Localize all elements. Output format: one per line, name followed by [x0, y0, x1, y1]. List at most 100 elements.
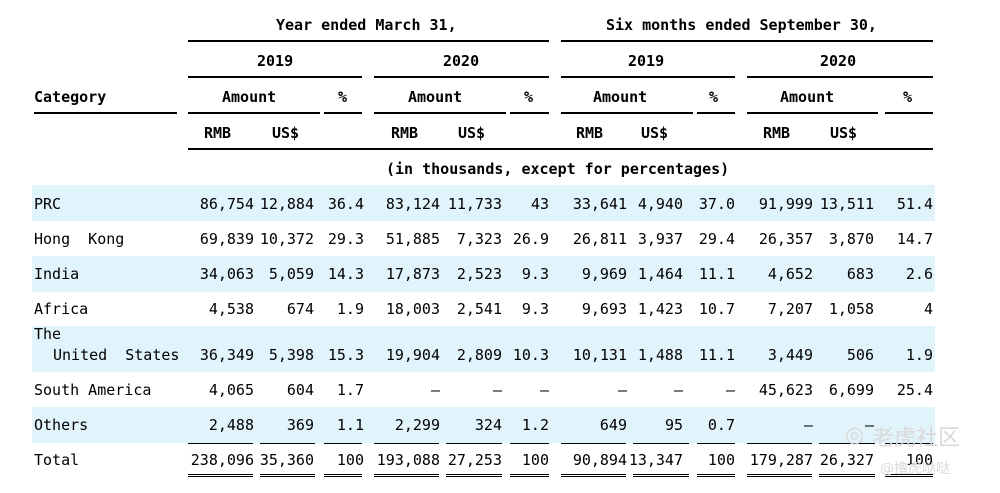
cell-rmb-2020-fy: 19,904 [385, 346, 440, 364]
header-rmb-3: RMB [576, 124, 604, 142]
cell-rmb-2020-6m: 3,449 [767, 346, 813, 364]
cell-rmb-2019-6m: 33,641 [572, 195, 627, 213]
cell-pct-2019-6m: 29.4 [698, 230, 735, 248]
cell-pct-2019-fy: 100 [336, 451, 364, 469]
header-group-six-months: Six months ended September 30, [606, 16, 877, 34]
cell-rmb-2020-6m: 26,357 [758, 230, 813, 248]
cell-pct-2020-6m: 1.9 [905, 346, 933, 364]
header-amount-2: Amount [408, 88, 463, 106]
rule-subtotal-rmb-3 [561, 443, 626, 444]
header-usd-3: US$ [641, 124, 669, 142]
category-africa: Africa [34, 300, 89, 318]
cell-pct-2020-fy: — [539, 381, 549, 399]
category-prc: PRC [34, 195, 62, 213]
cell-usd-2019-6m: 4,940 [637, 195, 683, 213]
rule-total-pct-2 [510, 474, 549, 477]
cell-rmb-2020-6m: 91,999 [758, 195, 813, 213]
cell-pct-2020-fy: 9.3 [521, 265, 549, 283]
cell-rmb-2019-fy: 36,349 [199, 346, 254, 364]
rule-group-year [188, 40, 549, 42]
cell-pct-2020-fy: 26.9 [512, 230, 549, 248]
cell-rmb-2019-6m: 649 [599, 416, 627, 434]
cell-usd-2019-6m: 95 [664, 416, 683, 434]
cell-usd-2020-fy: 2,809 [456, 346, 502, 364]
rule-total-pct-3 [697, 474, 735, 477]
rule-pct-3 [697, 112, 735, 114]
cell-pct-2019-fy: 1.1 [336, 416, 364, 434]
rule-total-rmb-1 [188, 474, 253, 477]
category-india: India [34, 265, 80, 283]
rule-subtotal-usd-3 [633, 443, 689, 444]
cell-usd-2020-6m: 683 [846, 265, 874, 283]
rule-subtotal-pct-1 [324, 443, 362, 444]
header-usd-2: US$ [458, 124, 486, 142]
cell-rmb-2020-6m: 4,652 [767, 265, 813, 283]
cell-usd-2020-6m: 13,511 [819, 195, 874, 213]
cell-pct-2020-fy: 1.2 [521, 416, 549, 434]
rule-amount-2 [374, 112, 506, 114]
category-hong-kong: Hong Kong [34, 230, 125, 248]
header-pct-3: % [709, 88, 719, 106]
category-south-america: South America [34, 381, 152, 399]
cell-usd-2019-6m: — [673, 381, 683, 399]
cell-usd-2020-fy: 11,733 [447, 195, 502, 213]
cell-usd-2019-fy: 35,360 [259, 451, 314, 469]
watermark-logo-icon: ◎ [845, 423, 865, 448]
cell-usd-2019-6m: 1,488 [637, 346, 683, 364]
cell-usd-2019-fy: 5,398 [268, 346, 314, 364]
cell-usd-2020-fy: 7,323 [456, 230, 502, 248]
cell-rmb-2019-6m: 9,969 [581, 265, 627, 283]
cell-pct-2019-fy: 1.7 [336, 381, 364, 399]
header-pct-1: % [338, 88, 348, 106]
rule-pct-1 [324, 112, 362, 114]
cell-pct-2020-6m: 4 [923, 300, 933, 318]
category-total: Total [34, 451, 80, 469]
rule-subtotal-rmb-1 [188, 443, 253, 444]
rule-year-1 [188, 76, 362, 78]
cell-usd-2019-6m: 1,464 [637, 265, 683, 283]
cell-usd-2019-fy: 674 [286, 300, 314, 318]
rule-total-usd-3 [633, 474, 689, 477]
rule-amount-4 [747, 112, 878, 114]
category-others: Others [34, 416, 89, 434]
rule-total-rmb-4 [747, 474, 812, 477]
rule-subtotal-usd-1 [260, 443, 315, 444]
cell-usd-2020-fy: 2,523 [456, 265, 502, 283]
watermark-sub: @撸虎哒哒 [880, 461, 950, 477]
rule-year-2 [374, 76, 549, 78]
cell-pct-2020-6m: 25.4 [896, 381, 933, 399]
rule-subtotal-pct-2 [510, 443, 549, 444]
cell-usd-2020-6m: 506 [846, 346, 874, 364]
category-united-states: United States [53, 346, 180, 364]
cell-usd-2019-6m: 1,423 [637, 300, 683, 318]
cell-rmb-2019-fy: 69,839 [199, 230, 254, 248]
cell-rmb-2020-fy: — [430, 381, 440, 399]
rule-subtotal-pct-4 [885, 443, 933, 444]
cell-rmb-2020-6m: — [803, 416, 813, 434]
cell-rmb-2019-6m: 90,894 [572, 451, 627, 469]
rule-pct-4 [885, 112, 933, 114]
cell-pct-2019-fy: 1.9 [336, 300, 364, 318]
cell-usd-2020-6m: 6,699 [828, 381, 874, 399]
rule-total-rmb-3 [561, 474, 626, 477]
rule-category [34, 112, 177, 114]
rule-total-usd-1 [260, 474, 315, 477]
unit-note: (in thousands, except for percentages) [386, 160, 730, 178]
row-band-others [32, 407, 935, 443]
cell-rmb-2019-6m: — [617, 381, 627, 399]
cell-pct-2019-6m: 10.7 [698, 300, 735, 318]
rule-subtotal-rmb-2 [374, 443, 439, 444]
header-rmb-2: RMB [391, 124, 419, 142]
header-group-year-ended: Year ended March 31, [276, 16, 457, 34]
cell-rmb-2020-fy: 193,088 [376, 451, 440, 469]
rule-amount-3 [561, 112, 693, 114]
header-amount-4: Amount [780, 88, 835, 106]
cell-pct-2019-6m: 0.7 [707, 416, 735, 434]
cell-usd-2020-6m: 26,327 [819, 451, 874, 469]
rule-total-rmb-2 [374, 474, 439, 477]
rule-currency [188, 148, 933, 150]
cell-usd-2019-6m: 13,347 [628, 451, 683, 469]
row-band-united-states [32, 326, 935, 372]
rule-subtotal-pct-3 [697, 443, 735, 444]
